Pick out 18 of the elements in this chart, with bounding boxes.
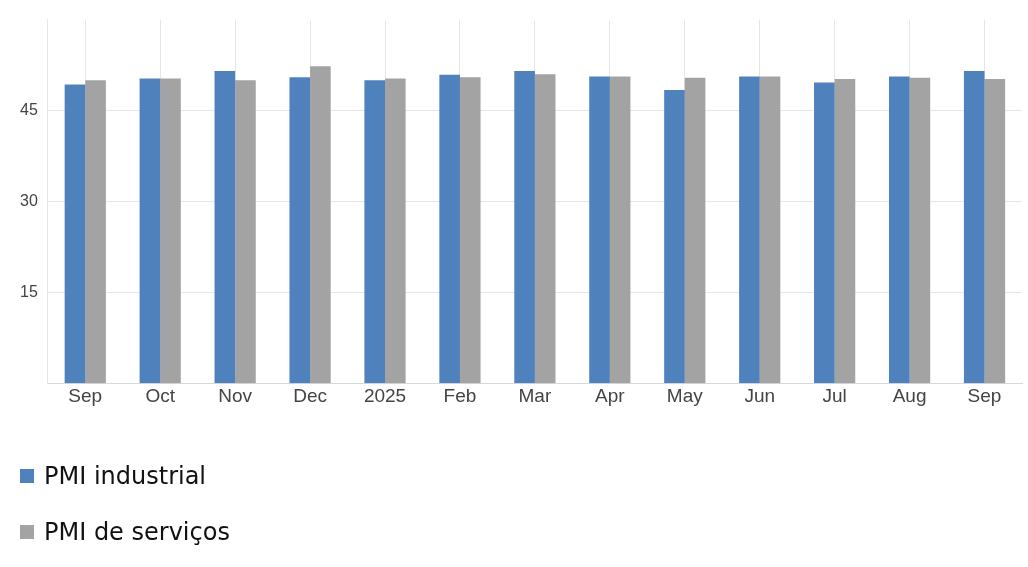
legend-label: PMI de serviços [44, 518, 230, 546]
x-tick-label: Feb [443, 384, 477, 406]
x-tick-label: 2025 [363, 384, 407, 406]
legend-label: PMI industrial [44, 462, 207, 490]
x-tick-label: Sep [967, 384, 1002, 406]
x-tick-label: Aug [892, 384, 927, 406]
x-tick-label: Nov [218, 384, 253, 406]
x-tick-label: Jun [744, 384, 776, 406]
y-tick-label: 45 [20, 100, 38, 118]
y-tick-label: 15 [20, 282, 38, 300]
y-tick-label: 30 [20, 191, 38, 209]
x-tick-label: Apr [595, 384, 626, 406]
x-tick-label: Oct [145, 384, 176, 406]
x-tick-label: Sep [68, 384, 103, 406]
x-tick-label: Jul [822, 384, 847, 406]
x-tick-label: Mar [518, 384, 552, 406]
x-tick-label: May [666, 384, 704, 406]
x-tick-label: Dec [293, 384, 327, 406]
